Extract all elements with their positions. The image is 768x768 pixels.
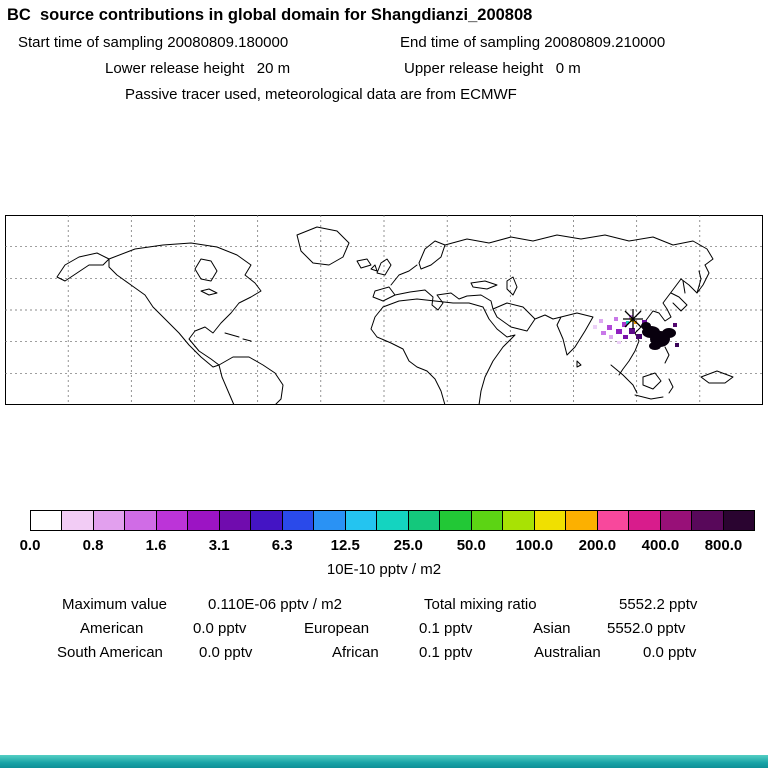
colorbar-units-label: 10E-10 pptv / m2: [326, 561, 442, 578]
total-mixing-ratio-label: Total mixing ratio: [424, 596, 537, 613]
colorbar-segment: [31, 511, 62, 530]
lower-release-label: Lower release height 20 m: [105, 60, 291, 77]
start-time-label: Start time of sampling 20080809.180000: [18, 34, 289, 51]
colorbar-tick-label: 3.1: [208, 537, 230, 554]
region-african-label: African: [332, 644, 379, 661]
page-title: BC source contributions in global domain…: [7, 6, 533, 24]
colorbar-segment: [533, 511, 566, 530]
tracer-plume: [593, 315, 679, 350]
colorbar-tick-label: 12.5: [330, 537, 360, 554]
world-map: [5, 215, 763, 406]
colorbar-tick-label: 0.0: [19, 537, 41, 554]
colorbar-tick-label: 200.0: [578, 537, 617, 554]
region-australian-label: Australian: [534, 644, 601, 661]
region-european-label: European: [304, 620, 370, 637]
colorbar-segment: [281, 511, 314, 530]
colorbar-segment: [439, 511, 471, 530]
colorbar-segment: [155, 511, 188, 530]
graticule-grid: [5, 215, 763, 405]
region-american-label: American: [80, 620, 144, 637]
region-european-value: 0.1 pptv: [419, 620, 473, 637]
colorbar-segment: [61, 511, 93, 530]
colorbar-segment: [407, 511, 440, 530]
site-marker-icon: [623, 309, 643, 329]
colorbar-tick-label: 100.0: [515, 537, 554, 554]
total-mixing-ratio-value: 5552.2 pptv: [619, 596, 698, 613]
tracer-note: Passive tracer used, meteorological data…: [125, 86, 517, 103]
region-australian-value: 0.0 pptv: [643, 644, 697, 661]
region-asian-label: Asian: [533, 620, 571, 637]
footer-bar: [0, 755, 768, 768]
world-map-panel: [5, 215, 763, 406]
colorbar-tick-label: 6.3: [271, 537, 293, 554]
colorbar-segment: [659, 511, 692, 530]
colorbar-segment: [376, 511, 408, 530]
colorbar-segment: [596, 511, 629, 530]
colorbar-segment: [344, 511, 377, 530]
colorbar-tick-label: 0.8: [82, 537, 104, 554]
colorbar-tick-label: 800.0: [704, 537, 743, 554]
colorbar-segment: [250, 511, 282, 530]
colorbar-segment: [722, 511, 755, 530]
colorbar-segment: [565, 511, 597, 530]
colorbar-segment: [92, 511, 125, 530]
colorbar-segment: [628, 511, 660, 530]
end-time-label: End time of sampling 20080809.210000: [400, 34, 666, 51]
colorbar-segment: [502, 511, 534, 530]
region-south-american-label: South American: [57, 644, 163, 661]
coastlines: [56, 226, 734, 406]
region-american-value: 0.0 pptv: [193, 620, 247, 637]
region-african-value: 0.1 pptv: [419, 644, 473, 661]
maximum-value-label: Maximum value: [62, 596, 168, 613]
region-south-american-value: 0.0 pptv: [199, 644, 253, 661]
colorbar: [30, 510, 755, 531]
colorbar-tick-label: 50.0: [456, 537, 486, 554]
colorbar-tick-labels: 0.0 0.8 1.6 3.1 6.3 12.5 25.0 50.0 100.0 200.0 400…: [20, 537, 755, 555]
colorbar-tick-label: 1.6: [145, 537, 167, 554]
colorbar-tick-label: 25.0: [393, 537, 423, 554]
upper-release-label: Upper release height 0 m: [404, 60, 581, 77]
maximum-value: 0.110E-06 pptv / m2: [208, 596, 342, 613]
colorbar-segment: [691, 511, 723, 530]
region-asian-value: 5552.0 pptv: [607, 620, 686, 637]
colorbar-segment: [470, 511, 503, 530]
colorbar-segment: [218, 511, 251, 530]
colorbar-tick-label: 400.0: [641, 537, 680, 554]
colorbar-segment: [124, 511, 156, 530]
colorbar-segment: [187, 511, 219, 530]
colorbar-segment: [313, 511, 345, 530]
